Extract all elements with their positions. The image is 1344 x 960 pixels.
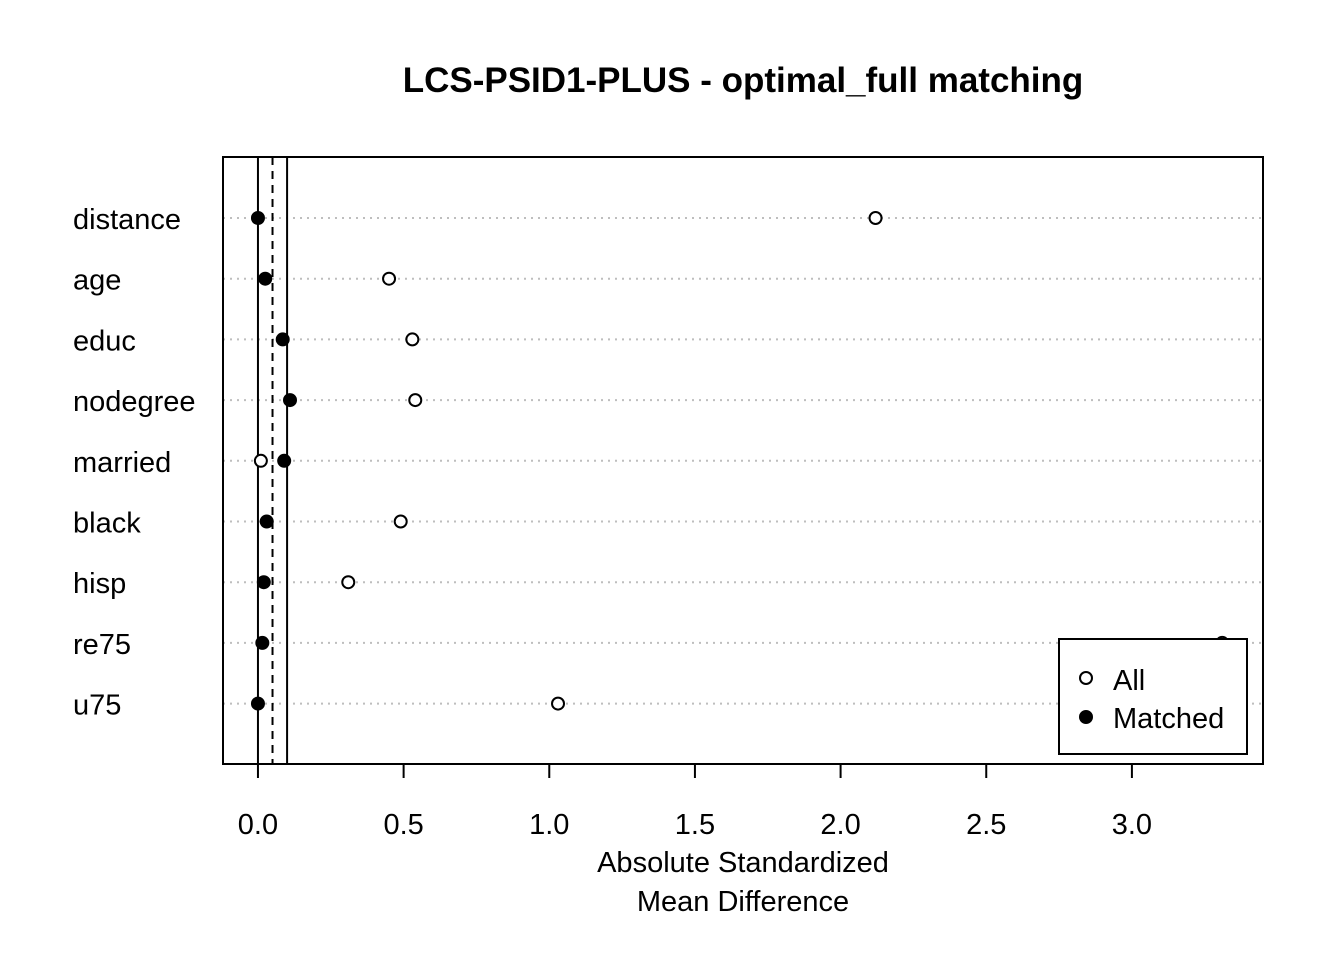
- legend: All Matched: [1058, 638, 1248, 755]
- category-label: re75: [73, 629, 131, 661]
- point-all: [408, 393, 423, 408]
- x-tick-label: 2.0: [820, 809, 860, 841]
- chart-title: LCS-PSID1-PLUS - optimal_full matching: [403, 61, 1084, 100]
- point-matched: [275, 332, 290, 347]
- category-label: age: [73, 265, 121, 297]
- category-labels: distance age educ nodegree married black hisp r…: [73, 204, 196, 722]
- point-all: [868, 211, 883, 225]
- point-all: [341, 575, 356, 590]
- category-label: nodegree: [73, 386, 196, 418]
- point-all: [393, 514, 408, 529]
- x-tick-label: 1.5: [675, 809, 715, 841]
- point-matched: [256, 575, 271, 590]
- point-matched: [277, 453, 292, 468]
- point-all: [405, 332, 420, 347]
- legend-matched-label: Matched: [1113, 703, 1224, 735]
- category-label: hisp: [73, 568, 126, 600]
- point-matched: [283, 393, 298, 408]
- category-label: educ: [73, 325, 136, 357]
- point-matched: [255, 635, 270, 650]
- x-tick-label: 0.0: [238, 809, 278, 841]
- point-matched: [259, 514, 274, 529]
- x-axis-label-line-1: Absolute Standardized: [597, 847, 889, 879]
- legend-all-marker: [1079, 671, 1093, 685]
- point-matched: [258, 271, 273, 286]
- point-all: [551, 696, 566, 711]
- point-all: [382, 271, 397, 286]
- category-label: black: [73, 508, 141, 540]
- x-tick-label: 2.5: [966, 809, 1006, 841]
- category-label: distance: [73, 204, 181, 236]
- point-all: [253, 453, 268, 468]
- category-label: u75: [73, 690, 121, 722]
- legend-all-label: All: [1113, 665, 1145, 697]
- category-label: married: [73, 447, 171, 479]
- x-tick-label: 1.0: [529, 809, 569, 841]
- point-matched: [250, 696, 265, 711]
- x-tick-label: 0.5: [383, 809, 423, 841]
- x-axis-label-line-2: Mean Difference: [637, 886, 849, 918]
- data-points: [250, 211, 1230, 711]
- legend-matched-marker: [1079, 710, 1093, 724]
- legend-box: [1058, 638, 1248, 755]
- point-matched: [250, 211, 265, 225]
- grid-lines: [223, 217, 1263, 705]
- x-tick-label: 3.0: [1112, 809, 1152, 841]
- x-axis: 0.0 0.5 1.0 1.5 2.0 2.5 3.0: [238, 763, 1152, 841]
